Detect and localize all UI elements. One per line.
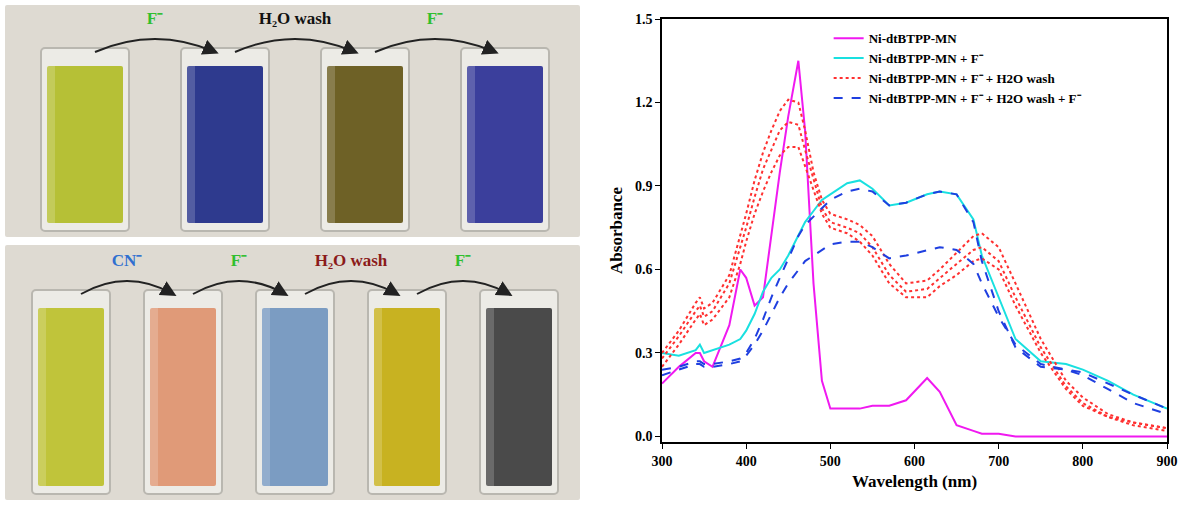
svg-text:CN⁻: CN⁻: [112, 251, 143, 270]
svg-text:900: 900: [1157, 454, 1178, 469]
svg-text:600: 600: [904, 454, 925, 469]
svg-text:1.5: 1.5: [635, 12, 653, 27]
svg-text:H₂O wash: H₂O wash: [315, 251, 388, 270]
svg-text:F⁻: F⁻: [231, 251, 247, 270]
svg-text:H₂O wash: H₂O wash: [259, 9, 332, 28]
svg-text:Ni-dtBTPP-MN + F⁻ + H2O wash: Ni-dtBTPP-MN + F⁻ + H2O wash: [869, 71, 1056, 86]
svg-text:Ni-dtBTPP-MN + F⁻ + H2O wash +: Ni-dtBTPP-MN + F⁻ + H2O wash + F⁻: [869, 91, 1082, 106]
svg-text:1.2: 1.2: [635, 95, 653, 110]
svg-text:Ni-dtBTPP-MN + F⁻: Ni-dtBTPP-MN + F⁻: [869, 51, 984, 66]
svg-text:F⁻: F⁻: [147, 9, 163, 28]
svg-text:400: 400: [736, 454, 757, 469]
svg-text:800: 800: [1072, 454, 1093, 469]
svg-text:Ni-dtBTPP-MN: Ni-dtBTPP-MN: [869, 31, 958, 46]
svg-text:F⁻: F⁻: [455, 251, 471, 270]
svg-text:0.0: 0.0: [635, 429, 653, 444]
svg-text:Wavelength (nm): Wavelength (nm): [852, 472, 977, 491]
svg-text:300: 300: [652, 454, 673, 469]
svg-text:700: 700: [988, 454, 1009, 469]
svg-text:0.9: 0.9: [635, 179, 653, 194]
svg-text:0.6: 0.6: [635, 262, 653, 277]
svg-text:0.3: 0.3: [635, 346, 653, 361]
svg-text:F⁻: F⁻: [427, 9, 443, 28]
svg-text:500: 500: [820, 454, 841, 469]
svg-text:Absorbance: Absorbance: [607, 187, 626, 274]
